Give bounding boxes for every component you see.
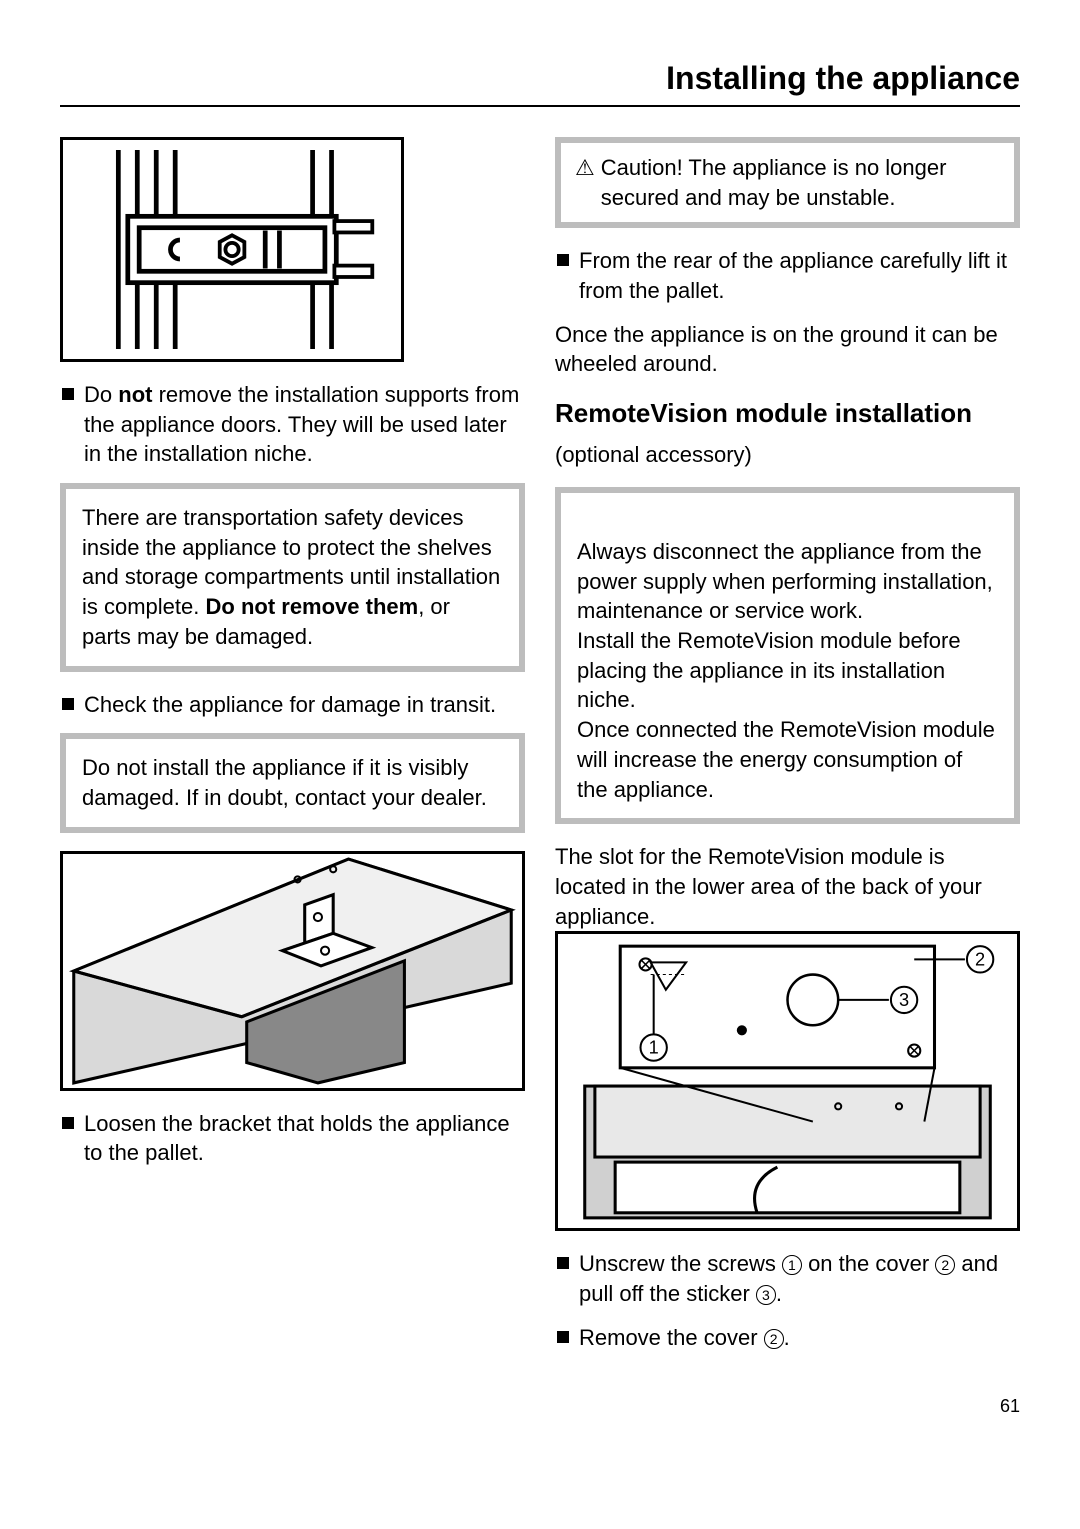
text: Unscrew the screws [579, 1251, 782, 1276]
para-wheeled-around: Once the appliance is on the ground it c… [555, 320, 1020, 379]
caution-unstable: ⚠ Caution! The appliance is no longer se… [555, 137, 1020, 228]
text: . [776, 1281, 782, 1306]
square-bullet-icon [557, 254, 569, 266]
right-column: ⚠ Caution! The appliance is no longer se… [555, 137, 1020, 1366]
ref-circle-2: 2 [764, 1329, 784, 1349]
text: on the cover [802, 1251, 935, 1276]
svg-text:3: 3 [899, 989, 909, 1010]
para-slot-location: The slot for the RemoteVision module is … [555, 842, 1020, 931]
text: Caution! The appliance is no longer secu… [601, 153, 1000, 212]
left-column: Do not remove the installation supports … [60, 137, 525, 1366]
bullet-unscrew-cover: Unscrew the screws 1 on the cover 2 and … [555, 1249, 1020, 1308]
text: Check the appliance for damage in transi… [84, 690, 496, 720]
square-bullet-icon [557, 1257, 569, 1269]
para-optional-accessory: (optional accessory) [555, 440, 1020, 470]
bullet-lift-from-pallet: From the rear of the appliance carefully… [555, 246, 1020, 305]
ref-circle-1: 1 [782, 1255, 802, 1275]
text: . [784, 1325, 790, 1350]
text-bold: Do not remove them [206, 594, 419, 619]
warning-triangle-icon: ⚠ [575, 153, 595, 212]
bullet-check-damage: Check the appliance for damage in transi… [60, 690, 525, 720]
bullet-remove-cover: Remove the cover 2. [555, 1323, 1020, 1353]
text: Loosen the bracket that holds the applia… [84, 1109, 525, 1168]
text: From the rear of the appliance carefully… [579, 246, 1020, 305]
callout-remotevision-safety: Always disconnect the appliance from the… [555, 487, 1020, 824]
square-bullet-icon [62, 1117, 74, 1129]
subheading-remotevision: RemoteVision module installation [555, 397, 1020, 430]
text: Do not install the appliance if it is vi… [82, 755, 487, 810]
bullet-do-not-remove-supports: Do not remove the installation supports … [60, 380, 525, 469]
text: Remove the cover [579, 1325, 764, 1350]
square-bullet-icon [557, 1331, 569, 1343]
text-bold: not [118, 382, 152, 407]
square-bullet-icon [62, 698, 74, 710]
bullet-loosen-bracket: Loosen the bracket that holds the applia… [60, 1109, 525, 1168]
ref-circle-3: 3 [756, 1285, 776, 1305]
callout-do-not-install-damaged: Do not install the appliance if it is vi… [60, 733, 525, 832]
ref-circle-2: 2 [935, 1255, 955, 1275]
svg-text:1: 1 [649, 1037, 659, 1058]
figure-pallet-bracket [60, 851, 525, 1091]
figure-hinge-lock [60, 137, 404, 362]
svg-text:2: 2 [975, 949, 985, 970]
page-number: 61 [60, 1396, 1020, 1417]
callout-transport-safety: There are transportation safety devices … [60, 483, 525, 671]
page-title: Installing the appliance [60, 60, 1020, 107]
content-columns: Do not remove the installation supports … [60, 137, 1020, 1366]
figure-back-panel: 2 3 1 [555, 931, 1020, 1231]
text: Always disconnect the appliance from the… [577, 539, 995, 802]
text: Do [84, 382, 118, 407]
square-bullet-icon [62, 388, 74, 400]
